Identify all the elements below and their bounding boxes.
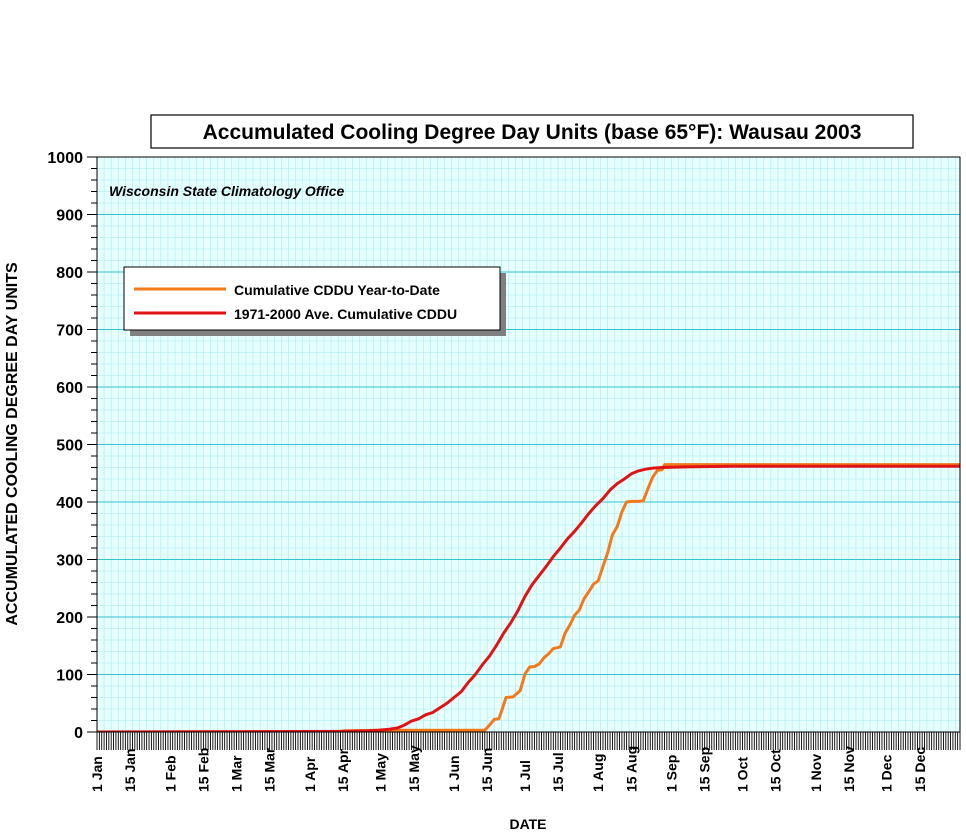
x-tick-label: 1 Jul xyxy=(517,760,533,792)
y-tick-label: 500 xyxy=(56,438,83,455)
y-tick-label: 600 xyxy=(56,380,83,397)
y-tick-label: 400 xyxy=(56,495,83,512)
x-tick-label: 15 Apr xyxy=(335,748,351,792)
x-tick-label: 15 Feb xyxy=(195,748,211,792)
x-tick-label: 15 Dec xyxy=(912,747,928,792)
y-tick-label: 1000 xyxy=(47,150,83,167)
x-tick-label: 1 May xyxy=(373,753,389,792)
x-tick-label: 1 Oct xyxy=(734,757,750,792)
x-tick-label: 1 Sep xyxy=(664,755,680,792)
x-tick-label: 1 Mar xyxy=(228,755,244,792)
x-tick-label: 15 Jan xyxy=(122,748,138,792)
x-tick-label: 15 Aug xyxy=(623,746,639,792)
y-axis-label: ACCUMULATED COOLING DEGREE DAY UNITS xyxy=(4,262,21,626)
legend-box xyxy=(123,266,501,331)
x-tick-label: 1 Nov xyxy=(808,754,824,792)
x-axis: 1 Jan 15 Jan 1 Feb 15 Feb 1 Mar 15 Mar 1 Apr 15… xyxy=(89,745,928,792)
series-line-average xyxy=(97,464,960,732)
y-tick-label: 900 xyxy=(56,208,83,225)
x-axis-daily-ticks xyxy=(96,732,961,750)
chart-title-box xyxy=(150,114,914,149)
legend: Cumulative CDDU Year-to-Date 1971-2000 A… xyxy=(123,266,506,336)
series-line-ytd xyxy=(97,463,960,732)
x-tick-label: 1 Aug xyxy=(590,754,606,792)
y-tick-label: 0 xyxy=(74,725,83,742)
y-axis: 0 100 200 300 400 500 600 700 800 900 1000 xyxy=(47,150,98,742)
x-tick-label: 1 Apr xyxy=(302,756,318,792)
legend-label-average: 1971-2000 Ave. Cumulative CDDU xyxy=(234,306,457,322)
x-tick-label: 1 Jun xyxy=(446,755,462,792)
x-tick-label: 15 Sep xyxy=(697,747,713,792)
x-axis-label: DATE xyxy=(509,816,546,832)
y-tick-label: 800 xyxy=(56,265,83,282)
y-tick-label: 300 xyxy=(56,553,83,570)
legend-label-ytd: Cumulative CDDU Year-to-Date xyxy=(234,282,440,298)
x-tick-label: 15 Mar xyxy=(262,747,278,792)
y-tick-label: 200 xyxy=(56,610,83,627)
x-tick-label: 15 Jul xyxy=(550,752,566,792)
x-tick-label: 15 Oct xyxy=(768,749,784,792)
x-tick-label: 1 Feb xyxy=(162,755,178,792)
chart-title: Accumulated Cooling Degree Day Units (ba… xyxy=(203,121,862,144)
x-tick-label: 15 Jun xyxy=(479,748,495,792)
x-tick-label: 15 Nov xyxy=(841,746,857,792)
x-tick-label: 1 Dec xyxy=(879,754,895,792)
x-tick-label: 1 Jan xyxy=(89,756,105,792)
y-tick-label: 700 xyxy=(56,323,83,340)
y-tick-label: 100 xyxy=(56,668,83,685)
chart-subtitle: Wisconsin State Climatology Office xyxy=(109,183,345,199)
x-tick-label: 15 May xyxy=(406,745,422,792)
